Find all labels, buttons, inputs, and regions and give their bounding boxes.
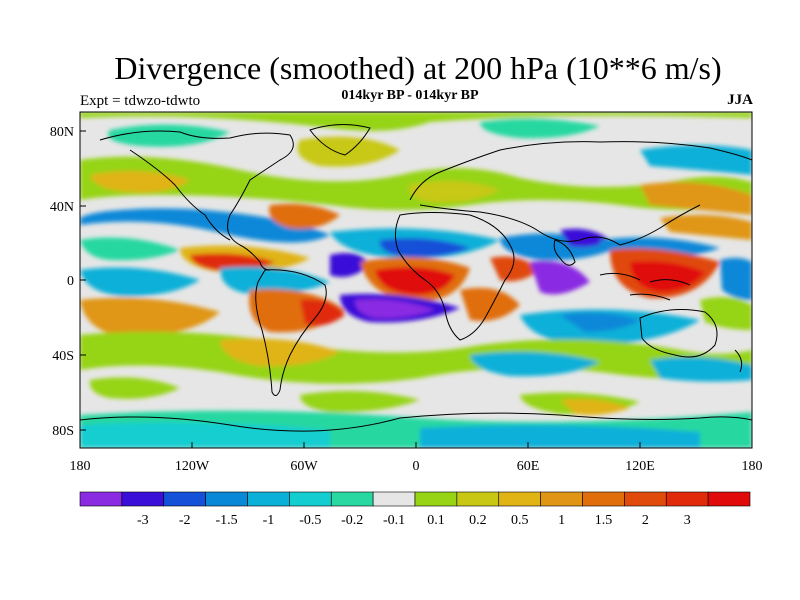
lat-label-40n: 40N	[50, 200, 74, 215]
colorbar-swatch	[540, 491, 583, 507]
lon-label-120w: 120W	[175, 459, 210, 474]
colorbar-label: 3	[684, 513, 691, 528]
colorbar-label: -0.2	[341, 513, 363, 528]
colorbar-label: 0.5	[511, 513, 529, 528]
lat-label-80n: 80N	[50, 125, 74, 140]
lon-label-0: 0	[413, 459, 420, 474]
colorbar-swatch	[414, 491, 458, 507]
lon-label-120e: 120E	[625, 459, 655, 474]
colorbar-swatch	[498, 491, 541, 507]
season-label: JJA	[727, 92, 753, 108]
lon-label-60e: 60E	[517, 459, 540, 474]
colorbar-swatch	[289, 491, 332, 507]
divergence-field	[80, 112, 752, 448]
colorbar-label: 1.5	[595, 513, 613, 528]
map-subtitle: 014kyr BP - 014kyr BP	[341, 88, 479, 103]
lat-label-0: 0	[67, 274, 74, 289]
colorbar-label: -3	[137, 513, 149, 528]
coastlines	[80, 124, 752, 432]
colorbar-swatch	[456, 491, 500, 507]
lon-label-60w: 60W	[290, 459, 318, 474]
colorbar-swatch	[372, 491, 416, 507]
colorbar-swatch	[205, 491, 248, 507]
colorbar-label: 2	[642, 513, 649, 528]
lon-label-180w: 180	[70, 459, 91, 474]
colorbar-label: 1	[558, 513, 565, 528]
lon-axis: 180 120W 60W 0 60E 120E 180	[70, 442, 763, 474]
colorbar-label: 0.1	[427, 513, 445, 528]
colorbar: -3 -2 -1.5 -1 -0.5 -0.2 -0.1 0.1 0.2 0.5 1 1.5 2 3	[79, 491, 751, 528]
lat-label-80s: 80S	[52, 424, 74, 439]
colorbar-label: -1	[263, 513, 275, 528]
colorbar-swatch	[163, 491, 206, 507]
lat-axis: 80N 40N 0 40S 80S	[50, 125, 86, 439]
colorbar-label: -0.5	[299, 513, 321, 528]
colorbar-label: 0.2	[469, 513, 487, 528]
colorbar-label: -1.5	[215, 513, 237, 528]
lat-label-40s: 40S	[52, 349, 74, 364]
experiment-label: Expt = tdwzo-tdwto	[80, 93, 201, 109]
colorbar-swatch	[582, 491, 625, 507]
colorbar-label: -2	[179, 513, 191, 528]
colorbar-swatch	[330, 491, 374, 507]
colorbar-swatch	[665, 491, 709, 507]
colorbar-swatch	[79, 491, 123, 507]
colorbar-swatch	[624, 491, 667, 507]
colorbar-swatch	[121, 491, 165, 507]
lon-label-180e: 180	[742, 459, 763, 474]
map-title: Divergence (smoothed) at 200 hPa (10**6 …	[114, 50, 722, 86]
colorbar-label: -0.1	[383, 513, 405, 528]
colorbar-swatch	[707, 491, 751, 507]
colorbar-swatch	[247, 491, 290, 507]
